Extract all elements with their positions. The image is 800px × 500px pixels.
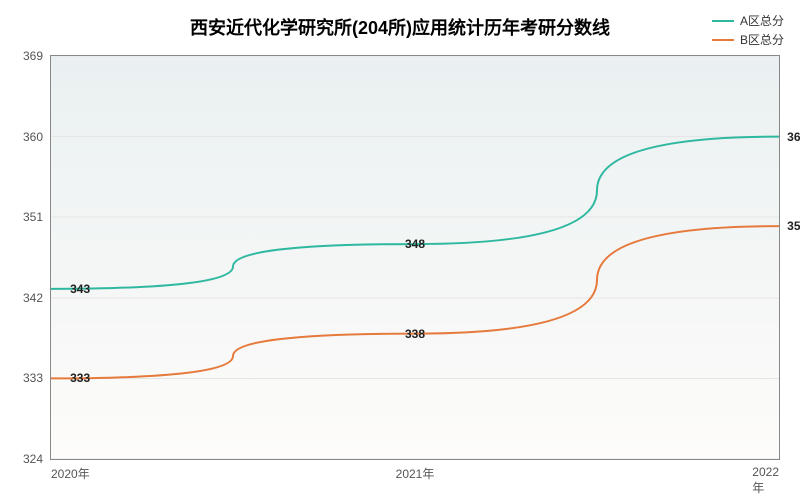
point-label: 360 [784, 129, 800, 145]
y-tick-label: 333 [23, 371, 51, 385]
plot-area: 324333342351360369 2020年2021年2022年 34334… [50, 55, 780, 460]
legend-item-b: B区总分 [712, 31, 784, 48]
plot-background [51, 56, 779, 459]
point-label: 333 [67, 370, 93, 386]
legend-item-a: A区总分 [712, 12, 784, 29]
x-tick-label: 2021年 [396, 459, 435, 482]
x-tick-label: 2020年 [51, 459, 90, 482]
legend-swatch-a [712, 20, 734, 22]
point-label: 350 [784, 218, 800, 234]
legend-label-b: B区总分 [740, 31, 784, 48]
chart-title: 西安近代化学研究所(204所)应用统计历年考研分数线 [0, 14, 800, 40]
y-tick-label: 324 [23, 452, 51, 466]
plot-svg [51, 56, 779, 459]
chart-container: 西安近代化学研究所(204所)应用统计历年考研分数线 A区总分 B区总分 324… [0, 0, 800, 500]
x-tick-label: 2022年 [752, 459, 779, 496]
y-tick-label: 342 [23, 291, 51, 305]
y-tick-label: 369 [23, 49, 51, 63]
legend: A区总分 B区总分 [712, 12, 784, 50]
point-label: 343 [67, 281, 93, 297]
legend-label-a: A区总分 [740, 12, 784, 29]
point-label: 348 [402, 236, 428, 252]
y-tick-label: 351 [23, 210, 51, 224]
y-tick-label: 360 [23, 130, 51, 144]
point-label: 338 [402, 326, 428, 342]
legend-swatch-b [712, 39, 734, 41]
